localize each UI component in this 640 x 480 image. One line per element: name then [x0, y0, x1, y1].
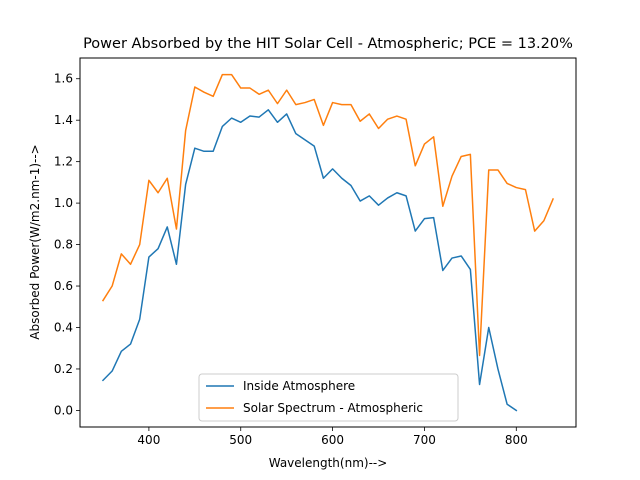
y-tick-label: 0.2 [54, 362, 73, 376]
plot-lines [101, 73, 555, 412]
legend: Inside Atmosphere Solar Spectrum - Atmos… [198, 373, 459, 422]
x-tick-label: 500 [229, 433, 252, 447]
y-tick-label: 1.0 [54, 196, 73, 210]
y-tick-label: 0.0 [54, 403, 73, 417]
y-axis-label: Absorbed Power(W/m2.nm-1)--> [28, 144, 42, 339]
x-tick-label: 400 [137, 433, 160, 447]
y-tick-label: 1.2 [54, 155, 73, 169]
y-tick-label: 1.6 [54, 72, 73, 86]
x-axis-ticks: 400 500 600 700 800 [137, 427, 528, 447]
y-tick-label: 0.4 [54, 320, 73, 334]
legend-label-inside-atmosphere: Inside Atmosphere [243, 379, 355, 393]
y-axis-ticks: 0.0 0.2 0.4 0.6 0.8 1.0 1.2 1.4 1.6 [54, 72, 80, 417]
y-tick-label: 0.8 [54, 238, 73, 252]
chart-title: Power Absorbed by the HIT Solar Cell - A… [83, 36, 573, 52]
x-tick-label: 800 [505, 433, 528, 447]
x-tick-label: 600 [321, 433, 344, 447]
series-line-solar-spectrum-atmospheric [101, 73, 555, 357]
legend-box [198, 373, 459, 422]
x-tick-label: 700 [413, 433, 436, 447]
plot-area-frame [79, 57, 577, 428]
legend-label-solar-spectrum: Solar Spectrum - Atmospheric [243, 401, 423, 415]
y-tick-label: 0.6 [54, 279, 73, 293]
x-axis-label: Wavelength(nm)--> [269, 456, 388, 470]
series-line-inside-atmosphere [101, 109, 518, 412]
y-tick-label: 1.4 [54, 113, 73, 127]
